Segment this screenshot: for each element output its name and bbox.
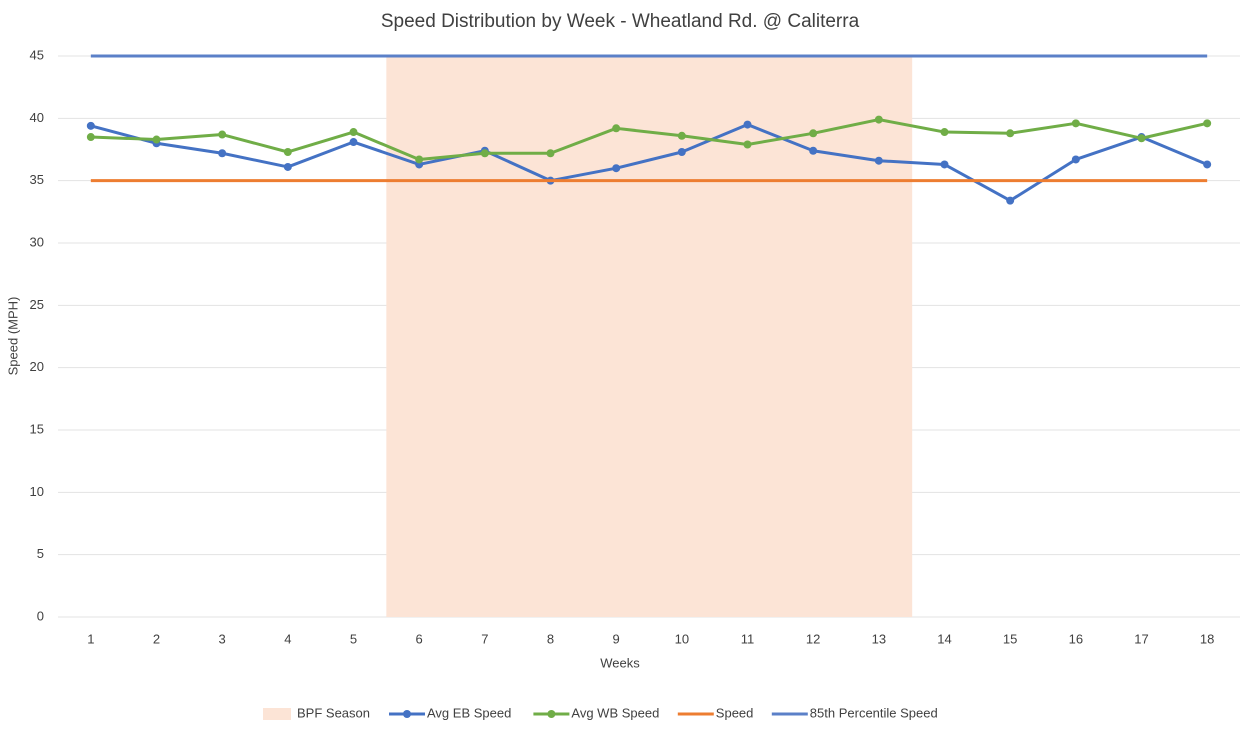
point — [86, 121, 95, 130]
x-tick-label: 7 — [481, 631, 488, 646]
y-tick-label: 10 — [30, 484, 44, 499]
y-tick-label: 15 — [30, 421, 44, 436]
x-tick-label: 14 — [937, 631, 951, 646]
point — [809, 129, 818, 138]
x-tick-label: 18 — [1200, 631, 1214, 646]
legend-label: BPF Season — [297, 705, 370, 720]
point — [480, 149, 489, 158]
legend-swatch — [263, 708, 291, 720]
y-tick-label: 20 — [30, 359, 44, 374]
legend-marker — [547, 710, 556, 718]
point — [218, 130, 227, 139]
x-axis-label: Weeks — [600, 655, 640, 670]
x-tick-label: 3 — [219, 631, 226, 646]
point — [874, 156, 883, 165]
point — [1006, 129, 1015, 138]
lines — [86, 54, 1212, 205]
point — [349, 128, 358, 137]
legend-label: 85th Percentile Speed — [810, 705, 938, 720]
bar — [517, 56, 584, 617]
x-tick-label: 9 — [613, 631, 620, 646]
point — [809, 146, 818, 155]
y-tick-label: 5 — [37, 546, 44, 561]
legend-label: Speed — [716, 705, 754, 720]
bar — [452, 56, 519, 617]
point — [612, 124, 621, 133]
y-tick-label: 30 — [30, 234, 44, 249]
x-tick-label: 1 — [87, 631, 94, 646]
point — [283, 147, 292, 156]
series-line — [90, 118, 1208, 161]
x-tick-label: 13 — [872, 631, 886, 646]
point — [940, 128, 949, 137]
point — [546, 149, 555, 158]
point — [743, 120, 752, 129]
y-tick-label: 0 — [37, 608, 44, 623]
y-tick-label: 45 — [30, 47, 44, 62]
bar — [714, 56, 781, 617]
x-tick-label: 17 — [1134, 631, 1148, 646]
point — [1071, 155, 1080, 164]
y-tick-label: 35 — [30, 172, 44, 187]
x-tick-label: 2 — [153, 631, 160, 646]
legend-marker — [403, 710, 411, 718]
series-line — [90, 123, 1208, 203]
point — [1203, 160, 1212, 169]
point — [612, 164, 621, 173]
y-tick-label: 40 — [30, 110, 44, 125]
point — [677, 147, 686, 156]
point — [677, 131, 686, 140]
x-tick-label: 6 — [416, 631, 423, 646]
bar — [846, 56, 913, 617]
x-tick-label: 15 — [1003, 631, 1017, 646]
x-tick-label: 11 — [741, 631, 755, 646]
point — [349, 138, 358, 147]
point — [283, 162, 292, 171]
point — [743, 140, 752, 149]
y-axis-label: Speed (MPH) — [5, 297, 20, 376]
x-tick-label: 5 — [350, 631, 357, 646]
point — [86, 133, 95, 142]
bar — [386, 56, 453, 617]
point — [415, 155, 424, 164]
point — [218, 149, 227, 158]
point — [1006, 196, 1015, 205]
x-tick-label: 16 — [1069, 631, 1083, 646]
chart-title: Speed Distribution by Week - Wheatland R… — [381, 11, 860, 32]
legend-label: Avg EB Speed — [427, 705, 511, 720]
legend-label: Avg WB Speed — [571, 705, 659, 720]
point — [874, 115, 883, 124]
y-tick-label: 25 — [30, 297, 44, 312]
x-tick-label: 8 — [547, 631, 554, 646]
point — [152, 135, 161, 144]
point — [1203, 119, 1212, 128]
point — [1137, 134, 1146, 143]
x-tick-label: 10 — [675, 631, 689, 646]
bars — [386, 56, 913, 617]
point — [1071, 119, 1080, 128]
point — [940, 160, 949, 169]
x-tick-label: 12 — [806, 631, 820, 646]
x-tick-label: 4 — [284, 631, 291, 646]
bar — [583, 56, 650, 617]
